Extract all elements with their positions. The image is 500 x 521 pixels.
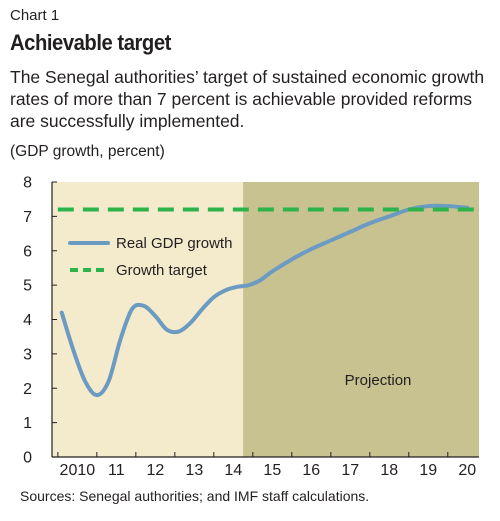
y-tick-label: 2 bbox=[23, 381, 32, 398]
y-tick-label: 6 bbox=[23, 243, 32, 260]
x-tick-label: 20 bbox=[458, 462, 476, 479]
y-tick-label: 7 bbox=[23, 209, 32, 226]
chart-units: (GDP growth, percent) bbox=[10, 143, 165, 160]
legend-label: Real GDP growth bbox=[116, 235, 232, 252]
projection-annotation: Projection bbox=[345, 372, 412, 389]
x-tick-label: 19 bbox=[419, 462, 437, 479]
x-tick-label: 15 bbox=[263, 462, 281, 479]
chart-subtitle: The Senegal authorities’ target of susta… bbox=[10, 67, 485, 131]
projection-background bbox=[243, 182, 479, 457]
x-tick-label: 16 bbox=[302, 462, 320, 479]
x-tick-label: 14 bbox=[224, 462, 242, 479]
x-tick-label: 12 bbox=[146, 462, 164, 479]
series-line-real-gdp-growth bbox=[59, 203, 470, 398]
legend-label: Growth target bbox=[116, 262, 208, 279]
chart-source: Sources: Senegal authorities; and IMF st… bbox=[20, 488, 370, 504]
y-tick-label: 5 bbox=[23, 278, 32, 295]
y-tick-label: 4 bbox=[23, 312, 32, 329]
x-tick-label: 11 bbox=[108, 462, 125, 479]
chart-label: Chart 1 bbox=[10, 7, 60, 24]
x-tick-label: 18 bbox=[380, 462, 398, 479]
y-tick-label: 8 bbox=[23, 175, 32, 192]
chart-title: Achievable target bbox=[10, 30, 171, 55]
x-tick-label: 17 bbox=[341, 462, 359, 479]
y-tick-label: 3 bbox=[23, 346, 32, 363]
y-tick-label: 1 bbox=[23, 415, 32, 432]
x-tick-label: 13 bbox=[185, 462, 203, 479]
history-background bbox=[52, 182, 244, 457]
x-tick-label: 2010 bbox=[60, 462, 96, 479]
y-tick-label: 0 bbox=[23, 450, 32, 467]
